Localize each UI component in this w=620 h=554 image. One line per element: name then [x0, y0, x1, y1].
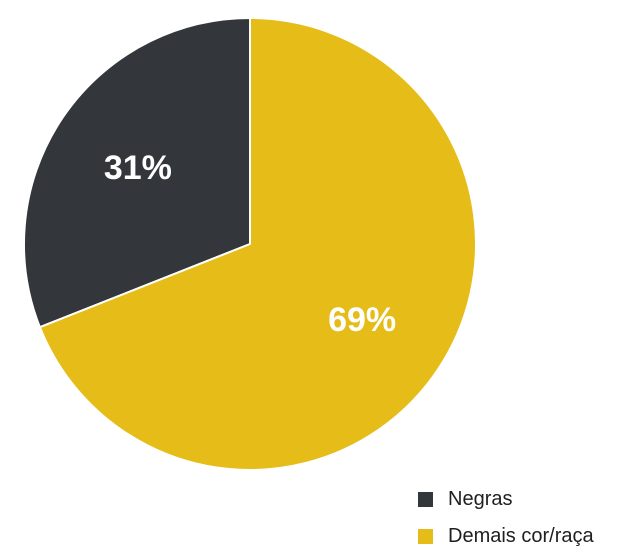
legend-swatch-negras [418, 491, 433, 507]
legend: Negras Demais cor/raça [418, 486, 594, 554]
legend-label-demais: Demais cor/raça [448, 524, 594, 547]
pie-slice-negras [23, 17, 251, 329]
slice-labels: 31% 69% [104, 149, 396, 339]
pie-slice-demais [38, 17, 477, 471]
legend-swatch-demais [418, 528, 433, 544]
slice-label-demais: 69% [328, 301, 396, 339]
legend-item-negras: Negras [418, 486, 594, 512]
legend-item-demais: Demais cor/raça [418, 523, 594, 549]
pie-slices [23, 17, 477, 471]
legend-label-negras: Negras [448, 487, 513, 510]
slice-label-negras: 31% [104, 149, 172, 187]
